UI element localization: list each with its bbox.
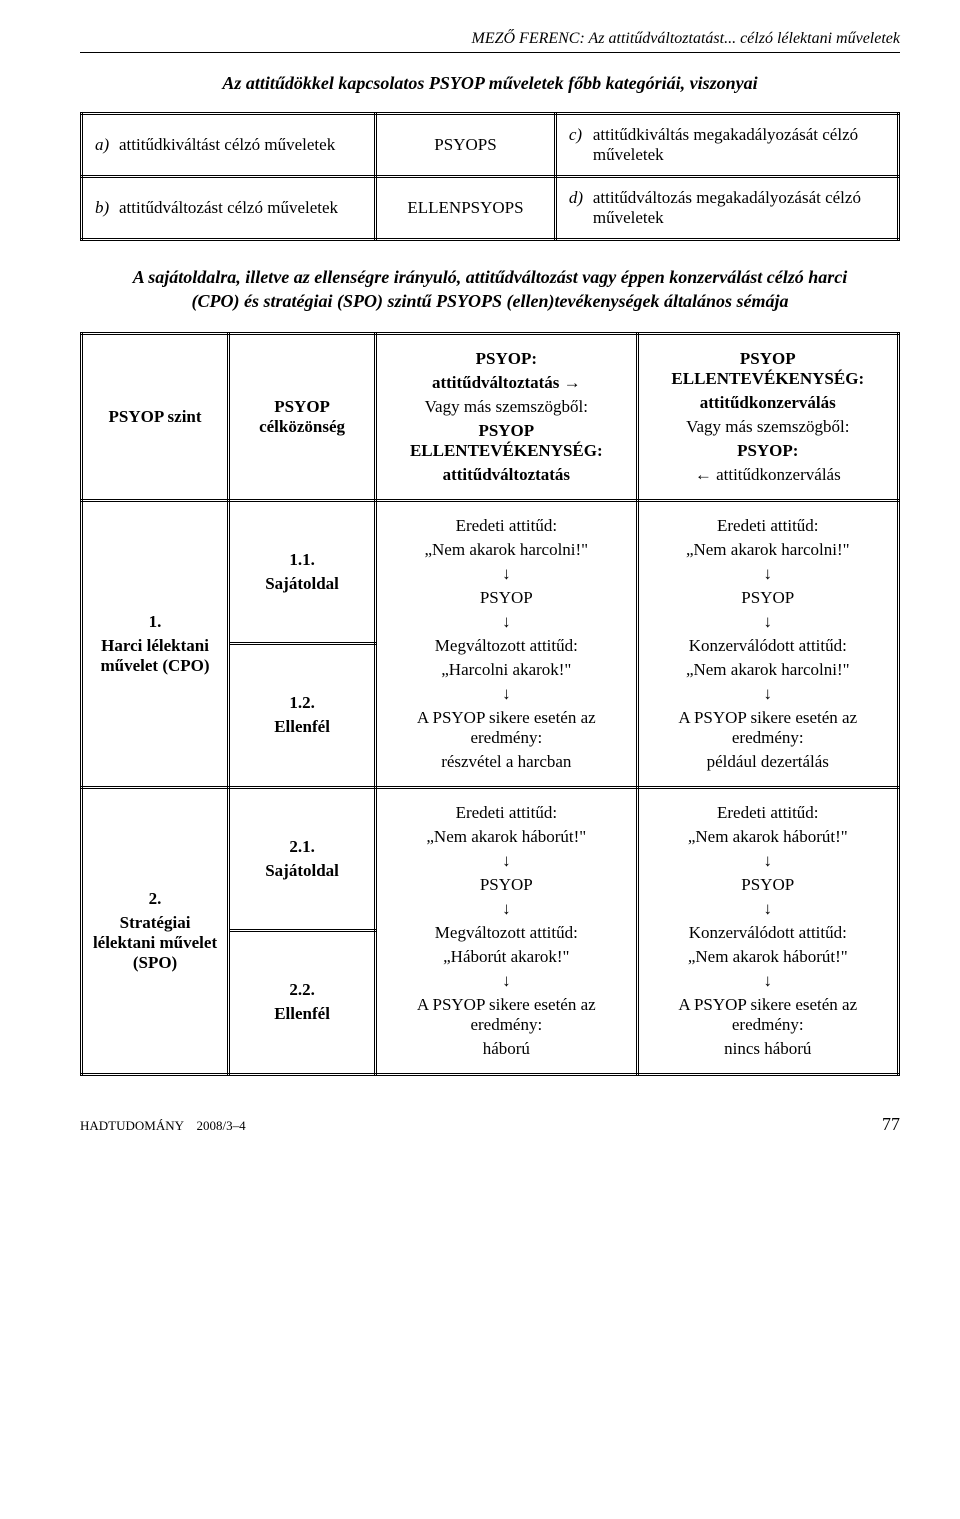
table-row: 1.Harci lélektani művelet (CPO) 1.1.Sajá…	[82, 500, 899, 644]
cell-text: Vagy más szemszögből:	[647, 417, 889, 437]
row-audience: 2.1.Sajátoldal	[229, 787, 376, 931]
cell-text: PSYOP ELLENTEVÉKENYSÉG:	[647, 349, 889, 389]
cell-letter: a)	[95, 135, 113, 155]
cell-text: PSYOP:	[385, 349, 627, 369]
footer-journal: HADTUDOMÁNY	[80, 1118, 184, 1133]
cell-letter: c)	[569, 125, 587, 165]
cell-body: Eredeti attitűd:„Nem akarok háborút!"↓PS…	[376, 787, 637, 1074]
row-level: 2.Stratégiai lélektani művelet (SPO)	[82, 787, 229, 1074]
header-cell: PSYOP szint	[82, 333, 229, 500]
footer-issue: 2008/3–4	[197, 1118, 246, 1133]
row-audience: 1.2.Ellenfél	[229, 644, 376, 788]
cell-text: attitűdváltoztatás →	[385, 373, 627, 393]
cell-body: Eredeti attitűd:„Nem akarok háborút!"↓PS…	[637, 787, 898, 1074]
cell-body: Eredeti attitűd:„Nem akarok harcolni!"↓P…	[637, 500, 898, 787]
header-cell: PSYOP célközönség	[229, 333, 376, 500]
row-audience: 2.2.Ellenfél	[229, 931, 376, 1075]
table-row: a) attitűdkiváltást célzó műveletek PSYO…	[82, 114, 899, 177]
cell-mid: ELLENPSYOPS	[376, 177, 556, 240]
cell-mid: PSYOPS	[376, 114, 556, 177]
cell-letter: d)	[569, 188, 587, 228]
cell-text: attitűdváltozást célzó műveletek	[119, 198, 362, 218]
table-row: b) attitűdváltozást célzó műveletek ELLE…	[82, 177, 899, 240]
cell-text: attitűdváltoztatás	[385, 465, 627, 485]
cell-text: attitűdkonzerválás	[647, 393, 889, 413]
table-row: PSYOP szint PSYOP célközönség PSYOP: att…	[82, 333, 899, 500]
row-level: 1.Harci lélektani művelet (CPO)	[82, 500, 229, 787]
page-number: 77	[882, 1114, 900, 1135]
cell-text: Vagy más szemszögből:	[385, 397, 627, 417]
table1: a) attitűdkiváltást célzó műveletek PSYO…	[80, 112, 900, 241]
running-head: MEZŐ FERENC: Az attitűdváltoztatást... c…	[80, 30, 900, 48]
cell-text: PSYOP:	[647, 441, 889, 461]
header-cell: PSYOP: attitűdváltoztatás → Vagy más sze…	[376, 333, 637, 500]
table2-title: A sajátoldalra, illetve az ellenségre ir…	[130, 265, 850, 314]
header-cell: PSYOP ELLENTEVÉKENYSÉG: attitűdkonzervál…	[637, 333, 898, 500]
table1-title: Az attitűdökkel kapcsolatos PSYOP művele…	[80, 73, 900, 94]
page-footer: HADTUDOMÁNY 2008/3–4 77	[0, 1096, 960, 1155]
cell-text: PSYOP ELLENTEVÉKENYSÉG:	[385, 421, 627, 461]
cell-text: attitűdváltozás megakadályozását célzó m…	[593, 188, 885, 228]
cell-body: Eredeti attitűd:„Nem akarok harcolni!"↓P…	[376, 500, 637, 787]
row-audience: 1.1.Sajátoldal	[229, 500, 376, 644]
cell-letter: b)	[95, 198, 113, 218]
cell-text: attitűdkiváltást célzó műveletek	[119, 135, 362, 155]
header-rule	[80, 52, 900, 53]
table-row: 2.Stratégiai lélektani művelet (SPO) 2.1…	[82, 787, 899, 931]
cell-text: attitűdkiváltás megakadályozását célzó m…	[593, 125, 885, 165]
cell-text: ← attitűdkonzerválás	[647, 465, 889, 485]
cell-text: PSYOP szint	[91, 407, 219, 427]
cell-text: PSYOP célközönség	[238, 397, 366, 437]
table2: PSYOP szint PSYOP célközönség PSYOP: att…	[80, 332, 900, 1076]
